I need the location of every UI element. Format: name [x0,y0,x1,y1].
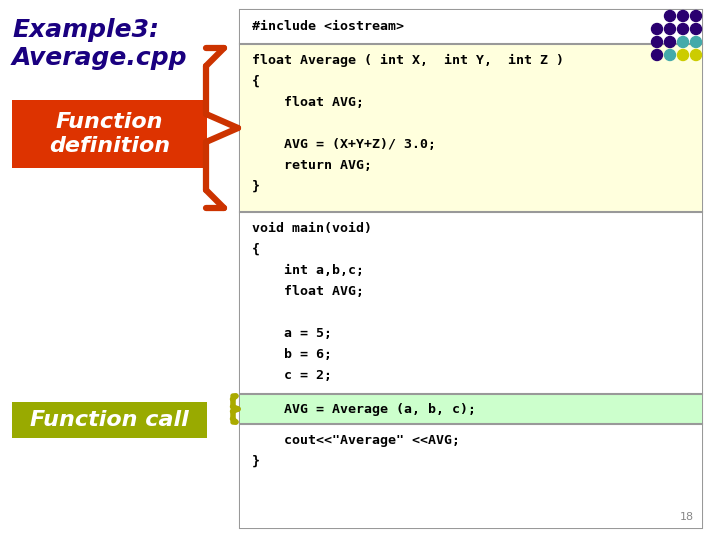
Text: {: { [252,75,260,88]
Text: }: } [252,455,260,468]
Text: Average.cpp: Average.cpp [12,46,187,70]
Text: c = 2;: c = 2; [252,369,332,382]
Text: Function
definition: Function definition [49,112,170,157]
Circle shape [665,37,675,48]
Text: float Average ( int X,  int Y,  int Z ): float Average ( int X, int Y, int Z ) [252,54,564,67]
Text: cout<<"Average" <<AVG;: cout<<"Average" <<AVG; [252,434,460,447]
Text: #include <iostream>: #include <iostream> [252,21,404,33]
Circle shape [678,50,688,60]
Circle shape [652,37,662,48]
Text: Function call: Function call [30,410,189,430]
Text: 18: 18 [680,512,694,522]
Text: int a,b,c;: int a,b,c; [252,264,364,277]
Circle shape [665,10,675,22]
Text: AVG = (X+Y+Z)/ 3.0;: AVG = (X+Y+Z)/ 3.0; [252,138,436,151]
Bar [240,44,702,212]
Text: b = 6;: b = 6; [252,348,332,361]
Text: AVG = Average (a, b, c);: AVG = Average (a, b, c); [252,402,476,415]
Circle shape [652,50,662,60]
Circle shape [678,37,688,48]
Bar [12,402,207,438]
Circle shape [678,24,688,35]
Bar [240,10,702,44]
Circle shape [652,24,662,35]
Circle shape [678,10,688,22]
Text: void main(void): void main(void) [252,222,372,235]
Bar [240,424,702,528]
Text: {: { [252,243,260,256]
Circle shape [690,50,701,60]
Bar [240,10,702,528]
Bar [240,212,702,394]
Circle shape [690,24,701,35]
Text: }: } [252,180,260,193]
Text: Example3:: Example3: [12,18,159,42]
Bar [240,394,702,424]
Bar [12,100,207,168]
Text: a = 5;: a = 5; [252,327,332,340]
Circle shape [690,37,701,48]
Text: return AVG;: return AVG; [252,159,372,172]
Text: float AVG;: float AVG; [252,285,364,298]
Text: float AVG;: float AVG; [252,96,364,109]
Circle shape [690,10,701,22]
Circle shape [665,24,675,35]
Circle shape [665,50,675,60]
